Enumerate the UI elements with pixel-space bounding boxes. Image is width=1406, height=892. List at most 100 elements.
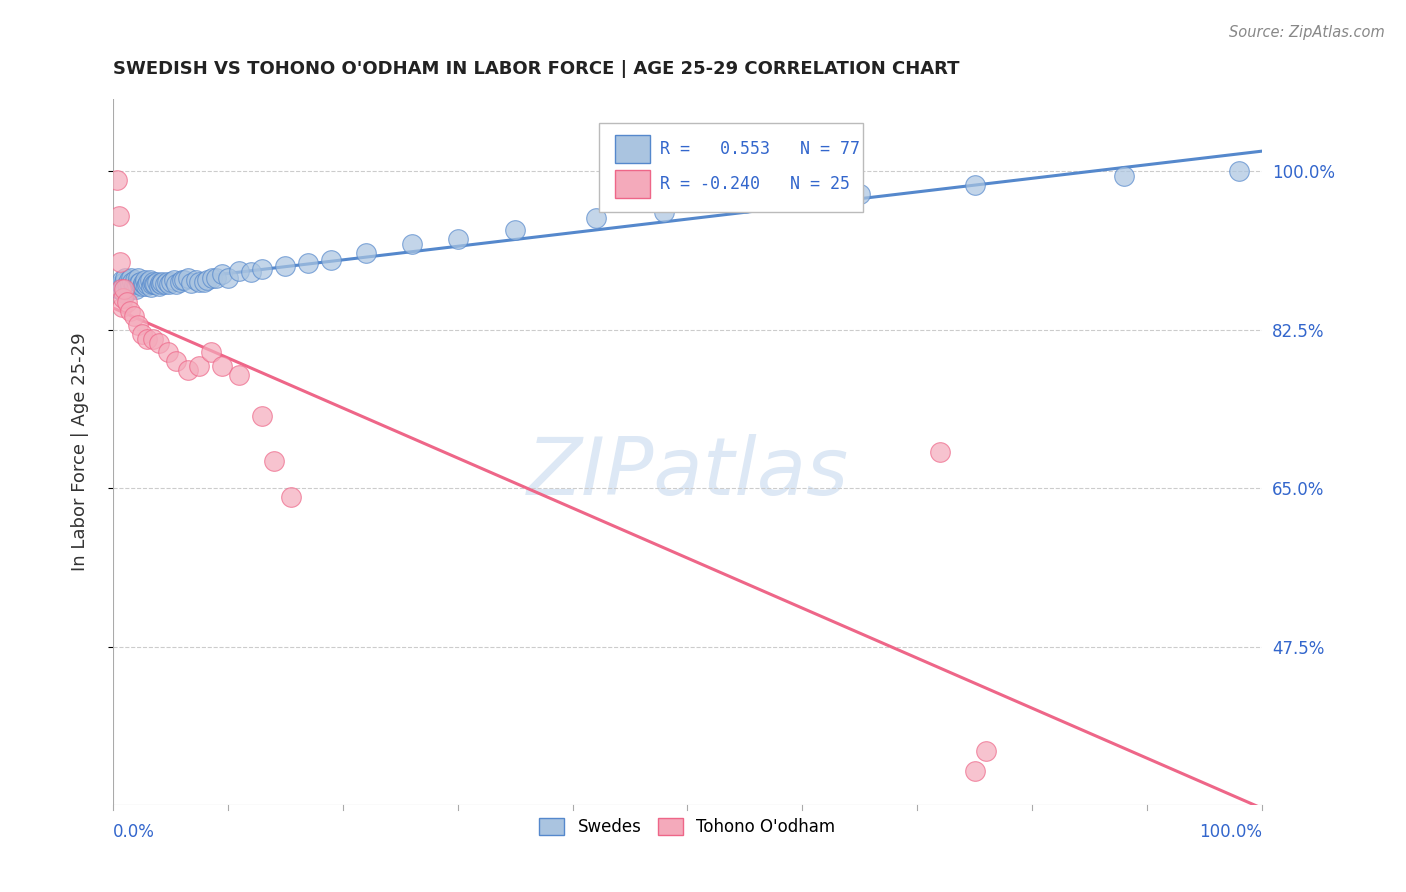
Legend: Swedes, Tohono O'odham: Swedes, Tohono O'odham (533, 811, 842, 843)
Point (176, 363, 198, 377)
Point (110, 277, 132, 292)
Text: 0.0%: 0.0% (112, 823, 155, 841)
Point (503, 223, 526, 237)
Text: ZIPatlas: ZIPatlas (526, 434, 848, 512)
Point (252, 409, 274, 423)
Point (193, 275, 215, 289)
Point (211, 359, 233, 373)
Point (108, 254, 131, 268)
Point (297, 256, 319, 270)
Point (135, 279, 157, 293)
Point (143, 277, 166, 292)
Point (195, 273, 218, 287)
Point (165, 354, 187, 368)
Point (134, 273, 156, 287)
Point (217, 271, 239, 285)
Point (157, 277, 180, 292)
Point (321, 252, 343, 267)
Point (120, 271, 142, 285)
Point (148, 279, 170, 293)
Text: R = -0.240   N = 25: R = -0.240 N = 25 (659, 175, 849, 193)
Text: 100.0%: 100.0% (1199, 823, 1263, 841)
Point (252, 261, 274, 276)
Point (929, 445, 952, 459)
Point (173, 273, 195, 287)
Point (156, 275, 179, 289)
Point (142, 275, 165, 289)
Point (112, 286, 135, 301)
Point (117, 279, 139, 293)
Point (142, 332, 165, 346)
Point (115, 277, 138, 292)
Point (120, 282, 142, 296)
Point (170, 273, 193, 287)
Point (131, 327, 153, 342)
Point (150, 277, 173, 292)
Point (211, 268, 233, 282)
Point (107, 210, 129, 224)
Point (149, 277, 172, 291)
Point (131, 279, 153, 293)
Point (112, 291, 135, 305)
Point (180, 277, 202, 291)
Point (107, 173, 129, 187)
Point (120, 304, 142, 318)
Point (112, 275, 135, 289)
Point (401, 236, 423, 251)
Point (125, 282, 148, 296)
Point (165, 277, 187, 292)
Point (139, 280, 162, 294)
Point (734, 195, 756, 210)
Point (228, 368, 250, 382)
Point (160, 275, 183, 289)
Point (128, 277, 150, 291)
Point (446, 232, 468, 246)
Point (122, 309, 145, 323)
Point (184, 273, 207, 287)
Text: SWEDISH VS TOHONO O'ODHAM IN LABOR FORCE | AGE 25-29 CORRELATION CHART: SWEDISH VS TOHONO O'ODHAM IN LABOR FORCE… (112, 60, 959, 78)
Point (200, 345, 222, 359)
Point (1114, 169, 1136, 183)
Point (111, 273, 134, 287)
Point (114, 271, 136, 285)
Text: Source: ZipAtlas.com: Source: ZipAtlas.com (1229, 25, 1385, 40)
Point (117, 284, 139, 298)
Point (153, 277, 176, 292)
Point (188, 359, 211, 373)
Point (121, 275, 143, 289)
Point (107, 282, 129, 296)
Point (150, 275, 173, 289)
Point (163, 273, 186, 287)
Point (112, 282, 135, 296)
Point (138, 273, 160, 287)
Point (176, 271, 198, 285)
FancyBboxPatch shape (599, 123, 863, 211)
Point (145, 277, 167, 292)
FancyBboxPatch shape (614, 170, 650, 198)
Point (263, 454, 285, 468)
Point (974, 744, 997, 758)
Point (1227, 164, 1250, 178)
Point (136, 332, 159, 346)
Point (120, 277, 142, 292)
Point (110, 282, 132, 296)
Point (585, 211, 607, 226)
FancyBboxPatch shape (614, 135, 650, 163)
Point (205, 271, 228, 285)
Point (122, 280, 145, 294)
Point (654, 204, 676, 219)
Point (148, 336, 170, 351)
Point (963, 178, 986, 192)
Point (127, 271, 149, 285)
Point (136, 277, 159, 292)
Point (239, 265, 262, 279)
Point (112, 280, 135, 294)
Point (124, 273, 146, 287)
Point (963, 764, 986, 778)
Point (274, 259, 297, 273)
Point (118, 273, 141, 287)
Point (201, 271, 224, 285)
Point (129, 275, 152, 289)
Point (141, 277, 163, 292)
Text: R =   0.553   N = 77: R = 0.553 N = 77 (659, 140, 860, 158)
